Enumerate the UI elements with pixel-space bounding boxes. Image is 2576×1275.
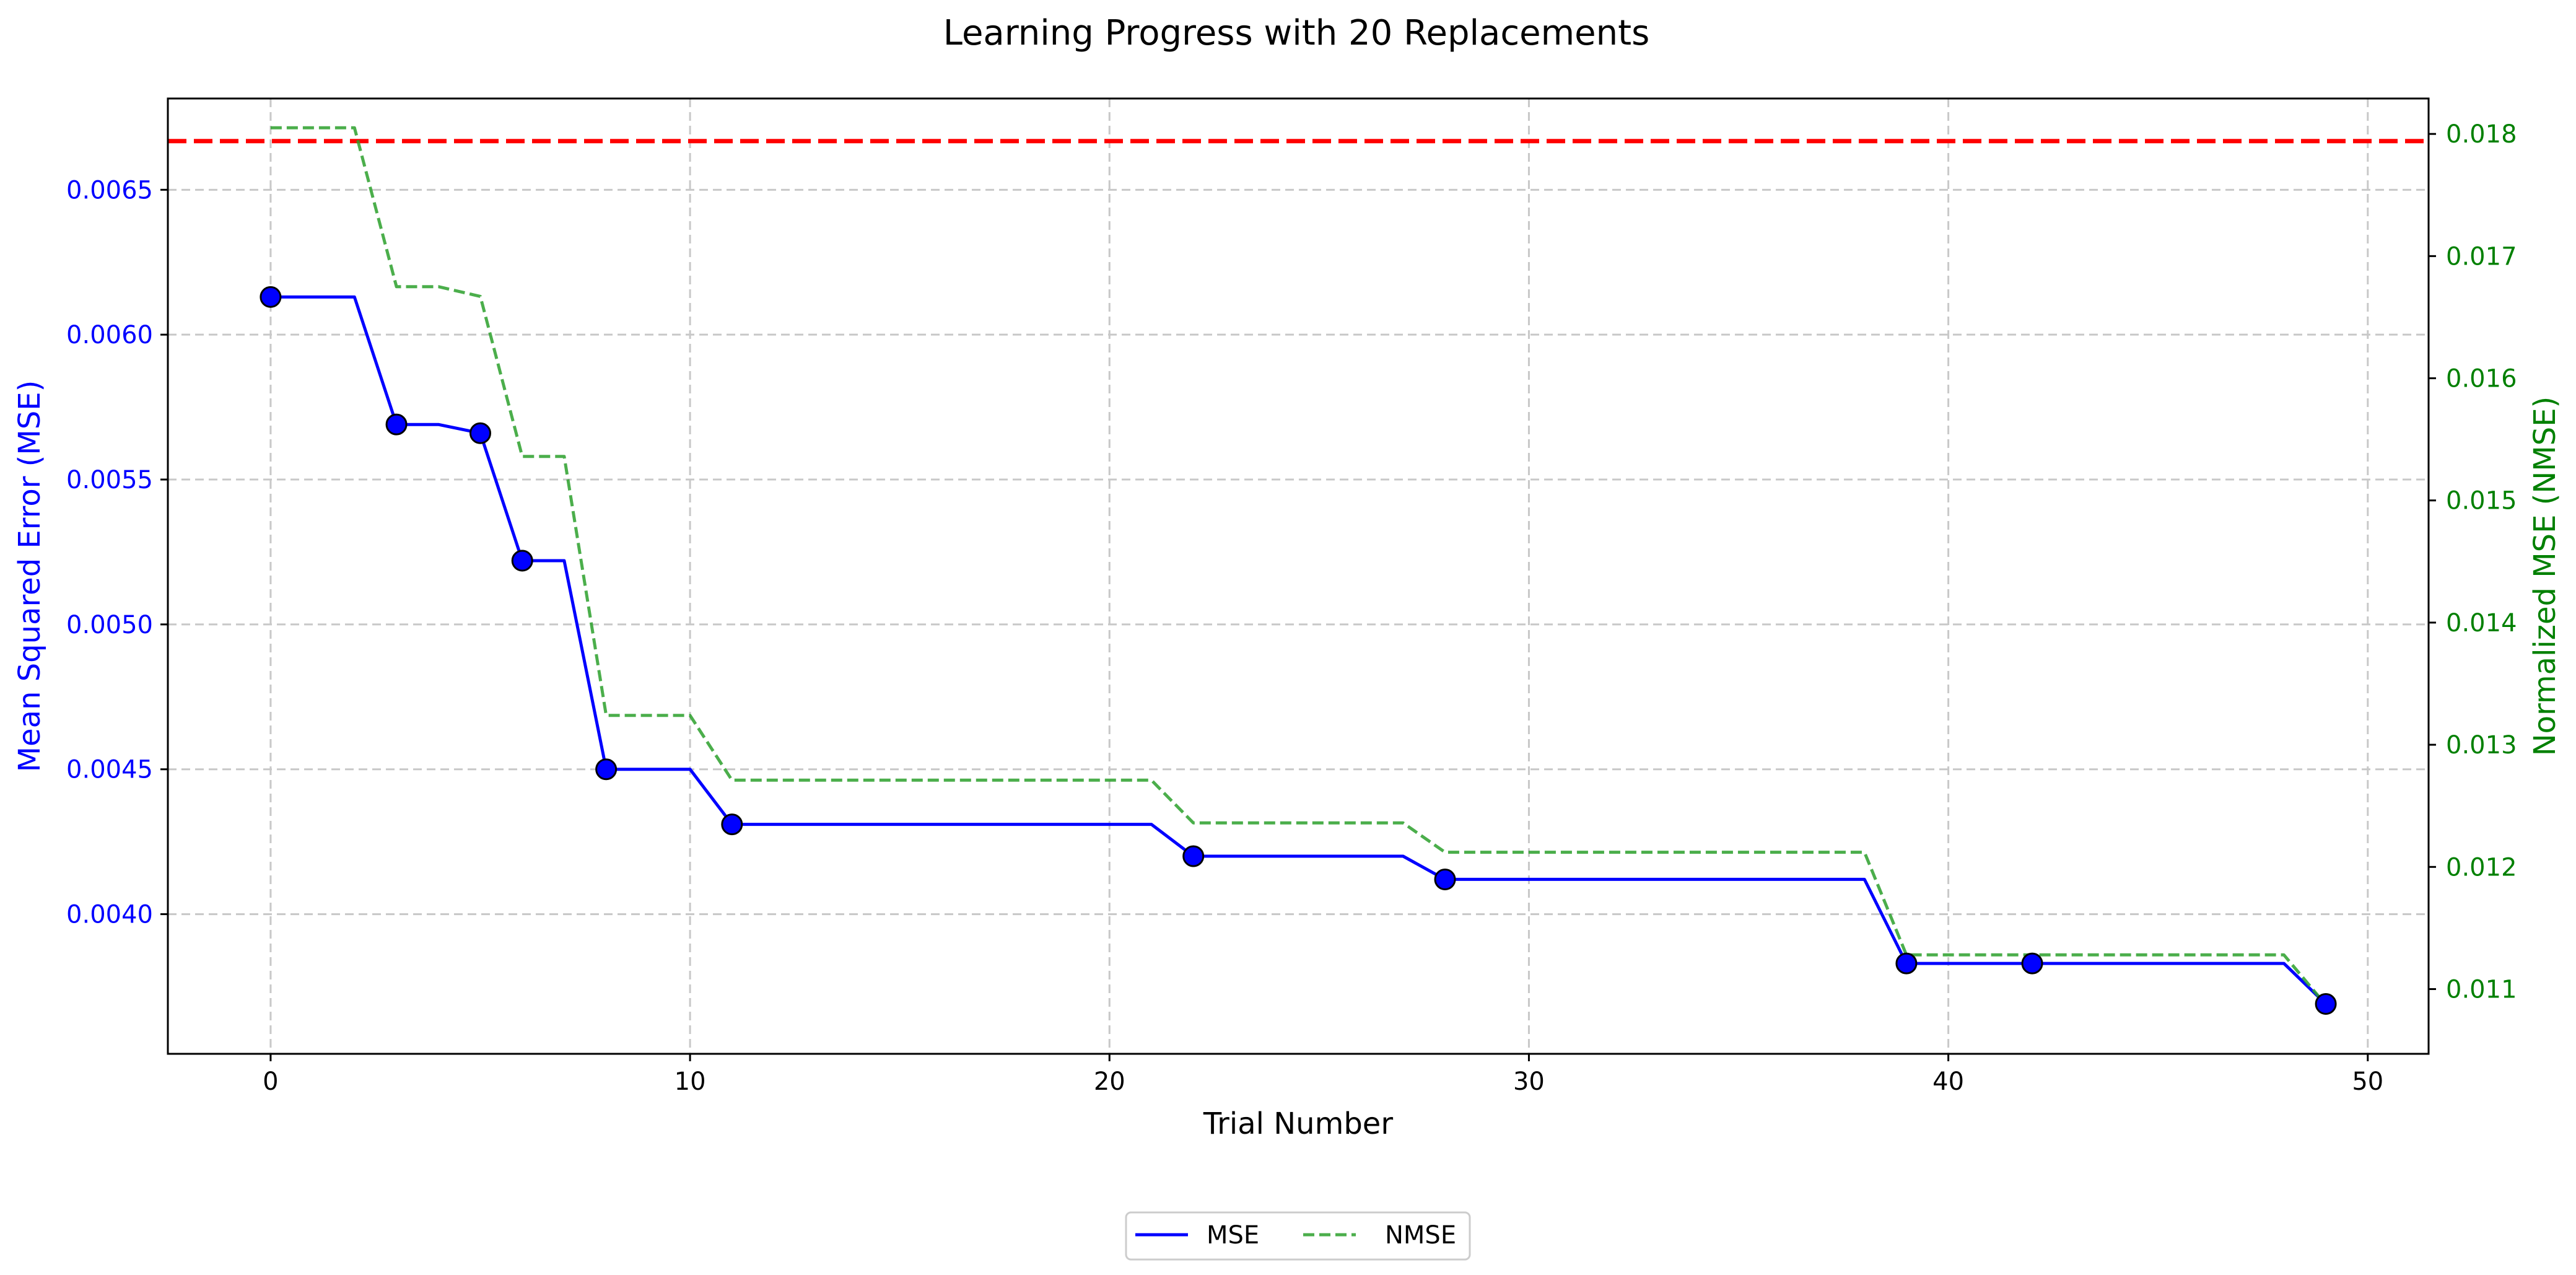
- y2-axis-label: Normalized MSE (NMSE): [2528, 397, 2562, 756]
- legend-nmse-label: NMSE: [1385, 1221, 1456, 1250]
- data-point-marker: [595, 758, 618, 781]
- y2-axis-ticks: 0.011 0.012 0.013 0.014 0.015 0.016 0.017 0.018: [2429, 120, 2517, 1004]
- y-tick-label: 0.0050: [66, 611, 153, 639]
- data-point-marker: [721, 813, 743, 836]
- y2-tick-label: 0.016: [2446, 365, 2517, 393]
- x-tick-label: 30: [1513, 1067, 1545, 1096]
- data-point-marker: [1895, 952, 1918, 975]
- y2-tick-label: 0.013: [2446, 731, 2517, 760]
- x-axis-ticks: 0 10 20 30 40 50: [263, 1054, 2383, 1096]
- y-tick-label: 0.0040: [66, 901, 153, 929]
- legend: MSE NMSE: [1125, 1211, 1471, 1261]
- data-point-marker: [1182, 845, 1205, 867]
- data-point-marker: [260, 286, 282, 308]
- y2-tick-label: 0.018: [2446, 120, 2517, 149]
- plot-frame: [167, 97, 2430, 1055]
- x-tick-label: 50: [2352, 1067, 2383, 1096]
- y-tick-label: 0.0060: [66, 321, 153, 349]
- y2-tick-label: 0.011: [2446, 975, 2517, 1004]
- data-point-marker: [2021, 952, 2043, 975]
- series-line-nmse: [270, 126, 2328, 1006]
- grid: [168, 99, 2429, 1054]
- chart-title: Learning Progress with 20 Replacements: [943, 13, 1650, 53]
- legend-box: [1125, 1211, 1471, 1261]
- data-point-marker: [469, 422, 491, 444]
- x-tick-label: 40: [1932, 1067, 1964, 1096]
- x-tick-label: 0: [263, 1067, 278, 1096]
- y2-tick-label: 0.015: [2446, 487, 2517, 515]
- y-axis-label: Mean Squared Error (MSE): [12, 380, 47, 773]
- legend-mse-label: MSE: [1207, 1221, 1259, 1250]
- y-tick-label: 0.0065: [66, 176, 153, 204]
- y-axis-ticks: 0.0040 0.0045 0.0050 0.0055 0.0060 0.0065: [66, 176, 168, 929]
- y-tick-label: 0.0055: [66, 466, 153, 494]
- x-tick-label: 10: [675, 1067, 706, 1096]
- x-axis-label: Trial Number: [1203, 1106, 1393, 1141]
- data-point-marker: [385, 413, 408, 436]
- y2-tick-label: 0.012: [2446, 853, 2517, 882]
- marker-layer: [260, 286, 2337, 1015]
- data-point-marker: [1434, 868, 1456, 890]
- x-tick-label: 20: [1094, 1067, 1125, 1096]
- data-point-marker: [2315, 993, 2337, 1015]
- y-tick-label: 0.0045: [66, 756, 153, 784]
- y2-tick-label: 0.014: [2446, 609, 2517, 638]
- data-point-marker: [511, 550, 533, 572]
- y2-tick-label: 0.017: [2446, 242, 2517, 271]
